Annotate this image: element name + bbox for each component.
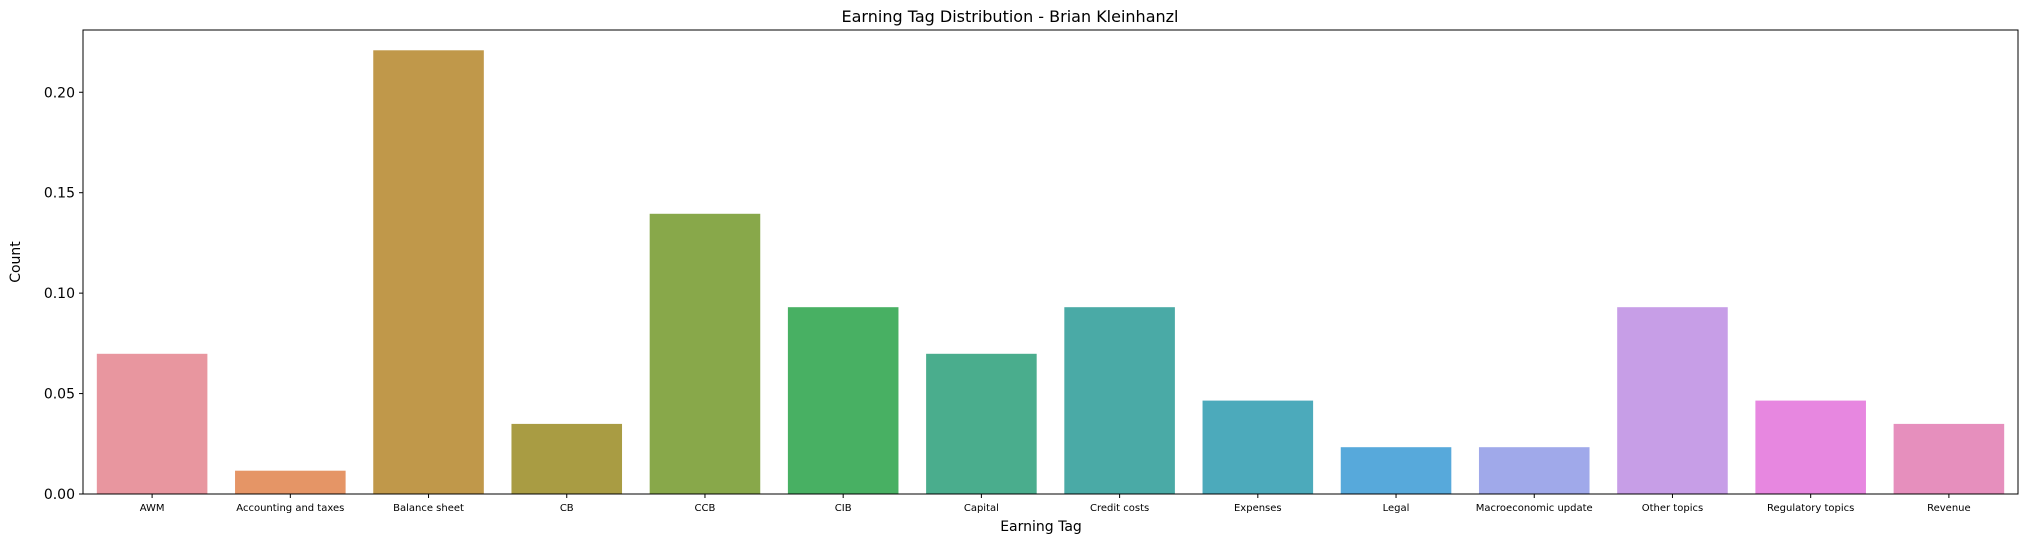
x-tick-label: Legal: [1383, 503, 1410, 514]
x-tick-label: CB: [560, 503, 574, 514]
y-axis-label: Count: [8, 241, 24, 283]
y-tick-label: 0.10: [44, 286, 75, 302]
bar-ccb: [649, 213, 761, 495]
chart-title: Earning Tag Distribution - Brian Kleinha…: [842, 7, 1179, 26]
x-tick-label: CIB: [835, 503, 852, 514]
x-tick-label: Other topics: [1642, 503, 1703, 514]
bar-revenue: [1893, 423, 2005, 494]
y-tick-label: 0.15: [44, 186, 75, 202]
bar-macroeconomic-update: [1478, 447, 1590, 494]
bar-other-topics: [1617, 307, 1728, 494]
x-tick-label: Balance sheet: [393, 503, 464, 514]
bar-credit-costs: [1064, 307, 1175, 494]
x-tick-label: Revenue: [1927, 503, 1971, 514]
bar-legal: [1340, 447, 1452, 494]
bar-capital: [926, 353, 1037, 494]
y-tick-label: 0.05: [44, 387, 75, 403]
x-tick-label: Accounting and taxes: [236, 503, 344, 514]
x-axis-label: Earning Tag: [1000, 519, 1082, 535]
x-tick-label: Credit costs: [1090, 503, 1149, 514]
x-tick-label: AWM: [140, 503, 165, 514]
bar-expenses: [1202, 400, 1314, 494]
x-tick-label: Macroeconomic update: [1476, 503, 1593, 514]
x-tick-label: Expenses: [1234, 503, 1282, 514]
y-tick-label: 0.00: [44, 487, 75, 503]
bar-accounting-and-taxes: [235, 470, 346, 494]
bar-cib: [787, 307, 899, 494]
bar-cb: [511, 423, 623, 494]
bar-regulatory-topics: [1755, 400, 1866, 494]
y-tick-label: 0.20: [44, 85, 75, 101]
bar-balance-sheet: [373, 50, 484, 494]
plot-frame: [82, 29, 2019, 495]
x-tick-label: CCB: [695, 503, 716, 514]
x-tick-label: Capital: [964, 503, 999, 514]
bar-awm: [96, 353, 208, 494]
plot-area: AWM Accounting and taxes Balance sheet CB CC…: [44, 50, 2005, 514]
x-tick-label: Regulatory topics: [1767, 503, 1854, 514]
